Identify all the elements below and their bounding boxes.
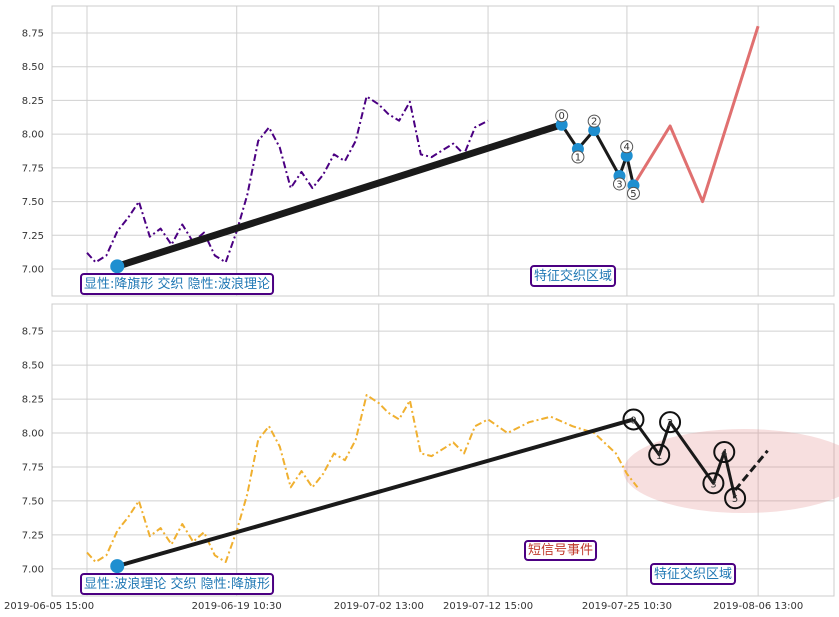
wave-label: 3 <box>710 479 716 490</box>
series-line-3 <box>632 25 760 204</box>
wave-label: 0 <box>630 415 636 426</box>
signal-region <box>623 429 839 514</box>
wave-label: 1 <box>656 451 662 462</box>
ytick-label: 8.25 <box>22 395 44 406</box>
wave-label: 4 <box>624 142 630 153</box>
annotation-label: 短信号事件 <box>528 543 593 558</box>
series-line-1 <box>116 417 635 569</box>
xtick-label: 2019-06-05 15:00 <box>4 601 94 612</box>
wave-label: 5 <box>732 494 738 505</box>
ytick-label: 7.50 <box>22 496 44 507</box>
wave-point <box>713 441 736 464</box>
ytick-label: 7.50 <box>22 197 44 208</box>
wave-label: 0 <box>558 111 564 122</box>
trend-start-point <box>110 559 125 574</box>
ytick-label: 7.25 <box>22 530 44 541</box>
xtick-label: 2019-07-25 10:30 <box>582 601 672 612</box>
annotation-label: 显性:波浪理论 交织 隐性:降旗形 <box>84 576 270 592</box>
ytick-label: 7.25 <box>22 231 44 242</box>
ytick-label: 7.00 <box>22 265 44 276</box>
wave-label: 5 <box>630 189 636 200</box>
wave-label: 2 <box>667 418 673 429</box>
wave-label: 2 <box>591 117 597 128</box>
wave-point <box>555 118 568 131</box>
ytick-label: 7.75 <box>22 163 44 174</box>
wave-label: 4 <box>721 448 727 459</box>
ytick-label: 8.75 <box>22 28 44 39</box>
ytick-label: 8.50 <box>22 62 44 73</box>
ytick-label: 8.25 <box>22 96 44 107</box>
panel-top: 7.00 7.25 7.50 7.75 8.00 8.25 8.50 8.75 0 1 2 3 4 5 显性… <box>22 5 835 297</box>
series-line-0 <box>86 95 489 264</box>
wave-label: 1 <box>575 152 581 163</box>
annotation-label: 显性:降旗形 交织 隐性:波浪理论 <box>84 276 270 292</box>
annotation-box <box>650 563 737 585</box>
wave-point <box>724 487 747 510</box>
wave-label-ring <box>587 114 601 128</box>
ytick-label: 7.75 <box>22 462 44 473</box>
xtick-label: 2019-07-12 15:00 <box>443 601 533 612</box>
annotation-label: 特征交织区域 <box>534 268 612 284</box>
xtick-label: 2019-07-02 13:00 <box>334 601 424 612</box>
wave-label: 3 <box>616 179 622 190</box>
wave-label-ring <box>555 109 569 123</box>
wave-point <box>648 443 671 466</box>
wave-point <box>659 411 682 434</box>
annotation-box <box>80 273 275 295</box>
panel-bottom: 7.00 7.25 7.50 7.75 8.00 8.25 8.50 8.75 0 1 2 3 4 5 显性… <box>22 303 839 597</box>
wave-label-ring <box>626 186 640 200</box>
ytick-label: 8.75 <box>22 327 44 338</box>
annotation-label: 特征交织区域 <box>654 566 732 582</box>
xtick-label: 2019-08-06 13:00 <box>713 601 803 612</box>
wave-point <box>620 149 633 162</box>
series-line-3 <box>733 449 769 492</box>
series-line-2 <box>632 418 737 499</box>
annotation-box <box>80 573 275 595</box>
series-line-0 <box>86 394 639 563</box>
annotation-box <box>530 265 617 287</box>
wave-label-ring <box>612 177 626 191</box>
xtick-label: 2019-06-19 10:30 <box>192 601 282 612</box>
wave-label-ring <box>620 140 634 154</box>
wave-point <box>622 408 645 431</box>
series-line-1 <box>116 121 563 270</box>
annotation-box <box>524 540 598 561</box>
ytick-label: 8.00 <box>22 130 44 141</box>
ytick-label: 8.50 <box>22 361 44 372</box>
trend-start-point <box>110 259 125 274</box>
ytick-label: 8.00 <box>22 429 44 440</box>
wave-label-ring <box>571 150 585 164</box>
ytick-label: 7.00 <box>22 564 44 575</box>
wave-point <box>588 124 601 137</box>
wave-point <box>702 472 725 495</box>
